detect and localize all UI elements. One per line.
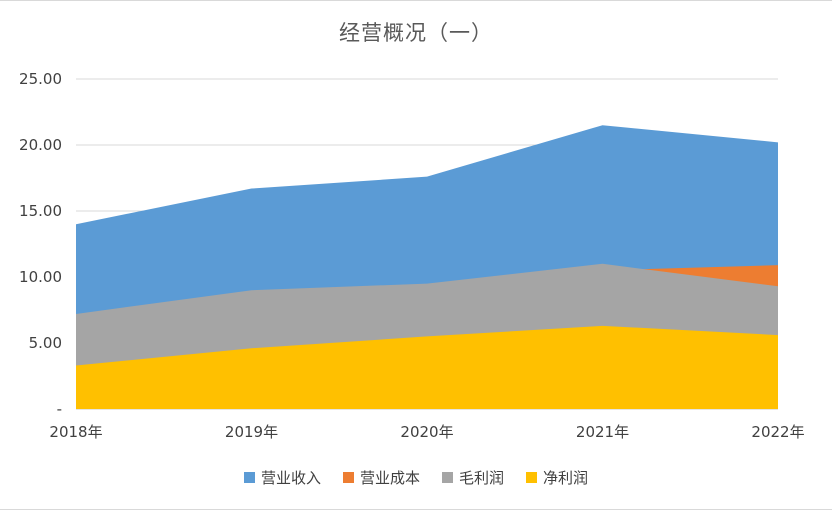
x-tick-label: 2022年 bbox=[751, 423, 804, 441]
chart-title: 经营概况（一） bbox=[339, 21, 493, 45]
legend-swatch-revenue bbox=[243, 472, 255, 483]
legend-item-revenue: 营业收入 bbox=[243, 467, 321, 488]
net-profit-area bbox=[76, 325, 778, 409]
legend-item-gross-profit: 毛利润 bbox=[442, 467, 504, 488]
y-tick-label: 10.00 bbox=[19, 268, 62, 286]
x-tick-label: 2018年 bbox=[49, 423, 102, 441]
y-tick-label: 25.00 bbox=[19, 70, 62, 88]
legend-item-net-profit: 净利润 bbox=[526, 467, 588, 488]
legend-label: 毛利润 bbox=[459, 469, 505, 487]
legend-swatch-net-profit bbox=[526, 472, 538, 483]
legend-label: 营业收入 bbox=[260, 469, 321, 487]
y-tick-label: 5.00 bbox=[29, 334, 62, 352]
x-tick-label: 2020年 bbox=[400, 423, 453, 441]
legend: 营业收入 营业成本 毛利润 净利润 bbox=[0, 467, 832, 488]
legend-swatch-gross-profit bbox=[442, 472, 453, 483]
y-tick-label: 20.00 bbox=[19, 136, 62, 154]
x-tick-label: 2019年 bbox=[225, 423, 278, 441]
legend-label: 营业成本 bbox=[359, 469, 420, 487]
y-tick-label: 15.00 bbox=[19, 202, 62, 220]
legend-item-operating-cost: 营业成本 bbox=[342, 467, 420, 488]
x-tick-label: 2021年 bbox=[576, 423, 629, 441]
legend-swatch-operating-cost bbox=[342, 472, 354, 483]
y-tick-label: - bbox=[57, 400, 62, 418]
legend-label: 净利润 bbox=[543, 469, 589, 487]
